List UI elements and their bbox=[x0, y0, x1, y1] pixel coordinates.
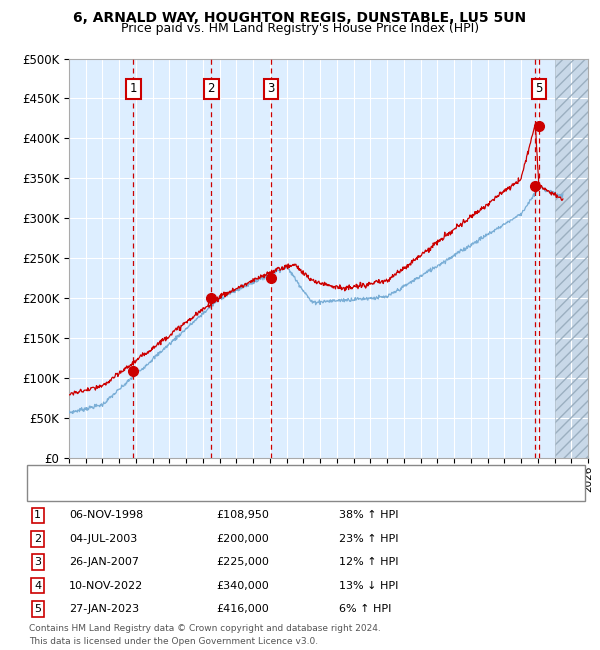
Bar bbox=[554, 58, 588, 458]
Text: 6, ARNALD WAY, HOUGHTON REGIS, DUNSTABLE, LU5 5UN (semi-detached house): 6, ARNALD WAY, HOUGHTON REGIS, DUNSTABLE… bbox=[64, 470, 492, 480]
Text: £200,000: £200,000 bbox=[216, 534, 269, 544]
Text: 12% ↑ HPI: 12% ↑ HPI bbox=[339, 557, 398, 567]
Text: 38% ↑ HPI: 38% ↑ HPI bbox=[339, 510, 398, 521]
Text: £340,000: £340,000 bbox=[216, 580, 269, 591]
Text: 04-JUL-2003: 04-JUL-2003 bbox=[69, 534, 137, 544]
Text: 2: 2 bbox=[34, 534, 41, 544]
Text: 4: 4 bbox=[34, 580, 41, 591]
Bar bbox=[554, 58, 588, 458]
Text: 10-NOV-2022: 10-NOV-2022 bbox=[69, 580, 143, 591]
Text: 13% ↓ HPI: 13% ↓ HPI bbox=[339, 580, 398, 591]
Text: Contains HM Land Registry data © Crown copyright and database right 2024.: Contains HM Land Registry data © Crown c… bbox=[29, 624, 380, 633]
Text: HPI: Average price, semi-detached house, Central Bedfordshire: HPI: Average price, semi-detached house,… bbox=[64, 486, 394, 495]
Text: 27-JAN-2023: 27-JAN-2023 bbox=[69, 604, 139, 614]
Text: 3: 3 bbox=[268, 83, 275, 96]
Text: 5: 5 bbox=[535, 83, 542, 96]
Text: 3: 3 bbox=[34, 557, 41, 567]
Text: 26-JAN-2007: 26-JAN-2007 bbox=[69, 557, 139, 567]
Text: 1: 1 bbox=[34, 510, 41, 521]
Text: 23% ↑ HPI: 23% ↑ HPI bbox=[339, 534, 398, 544]
Text: £225,000: £225,000 bbox=[216, 557, 269, 567]
Text: 6, ARNALD WAY, HOUGHTON REGIS, DUNSTABLE, LU5 5UN: 6, ARNALD WAY, HOUGHTON REGIS, DUNSTABLE… bbox=[73, 11, 527, 25]
Text: Price paid vs. HM Land Registry's House Price Index (HPI): Price paid vs. HM Land Registry's House … bbox=[121, 22, 479, 35]
Text: 1: 1 bbox=[130, 83, 137, 96]
Text: This data is licensed under the Open Government Licence v3.0.: This data is licensed under the Open Gov… bbox=[29, 637, 318, 646]
Text: 5: 5 bbox=[34, 604, 41, 614]
Text: £416,000: £416,000 bbox=[216, 604, 269, 614]
Text: 06-NOV-1998: 06-NOV-1998 bbox=[69, 510, 143, 521]
Text: £108,950: £108,950 bbox=[216, 510, 269, 521]
Text: 2: 2 bbox=[208, 83, 215, 96]
Text: 6% ↑ HPI: 6% ↑ HPI bbox=[339, 604, 391, 614]
